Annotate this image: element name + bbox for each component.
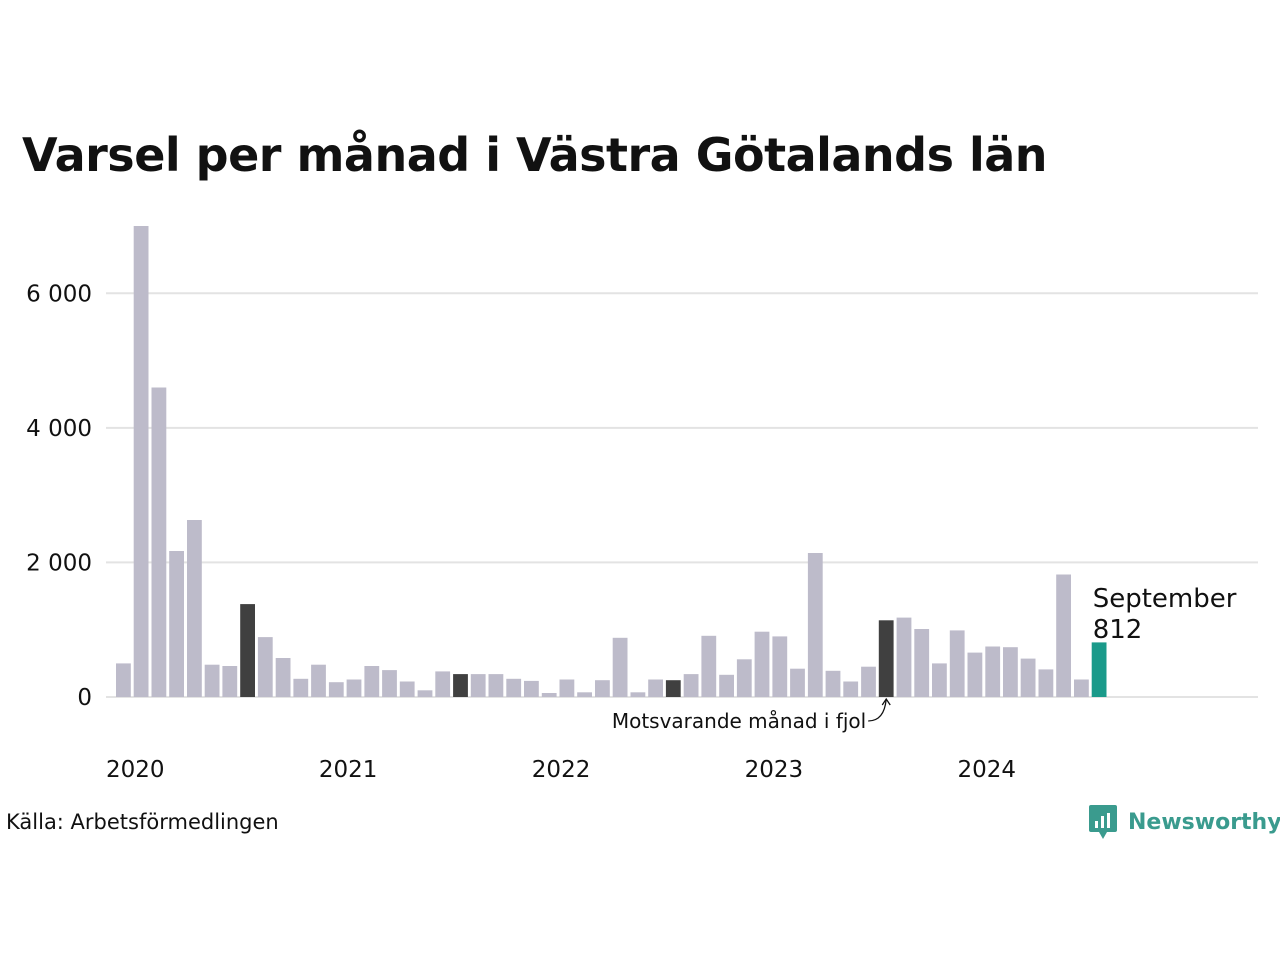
bar: [488, 674, 504, 697]
x-tick-label: 2023: [745, 757, 804, 783]
bar-chart: 0 2 000 4 000 6 000 2020 2021 2022 2023 2024 Mo…: [26, 226, 1258, 783]
bar: [595, 680, 610, 697]
bar: [701, 635, 717, 697]
bar: [133, 226, 149, 697]
bar: [293, 678, 309, 697]
bar: [399, 681, 415, 697]
bar-previous-year: [240, 604, 255, 697]
bar: [648, 679, 663, 697]
bar: [1038, 669, 1054, 697]
current-month-label: September: [1093, 584, 1237, 614]
bar: [932, 663, 947, 697]
bar: [1056, 574, 1071, 697]
x-tick-label: 2024: [958, 757, 1017, 783]
x-axis-ticks: 2020 2021 2022 2023 2024: [106, 757, 1016, 783]
bar: [559, 679, 575, 697]
grid-lines: [106, 292, 1258, 698]
bar-previous-year: [878, 620, 894, 697]
bar: [754, 631, 770, 697]
newsworthy-logo-icon: [1089, 805, 1117, 839]
bar: [311, 664, 326, 697]
bar: [506, 678, 522, 697]
bar: [169, 551, 184, 697]
bar: [222, 666, 238, 697]
y-tick-label: 6 000: [26, 281, 92, 307]
brand-logo: Newsworthy: [1088, 804, 1280, 840]
bar: [861, 666, 876, 697]
bar: [719, 674, 734, 697]
bar: [328, 682, 344, 697]
bar: [204, 664, 220, 697]
bar: [790, 668, 805, 697]
bar: [807, 553, 823, 697]
bar: [364, 666, 380, 697]
bar: [275, 658, 291, 697]
bar: [612, 637, 628, 697]
bar: [346, 679, 362, 697]
current-month-value: 812: [1093, 615, 1143, 645]
bar: [896, 617, 912, 697]
bar: [151, 387, 167, 697]
bar: [736, 659, 752, 697]
bar: [772, 636, 788, 697]
brand-name: Newsworthy: [1128, 809, 1280, 835]
bar: [1074, 679, 1089, 697]
y-tick-label: 2 000: [26, 550, 92, 576]
bar: [825, 670, 841, 697]
bar: [470, 674, 486, 697]
previous-year-annotation: Motsvarande månad i fjol: [612, 709, 866, 733]
annotations: Motsvarande månad i fjol September 812: [612, 584, 1237, 733]
bar: [435, 671, 451, 697]
bar: [985, 646, 1001, 697]
bar: [843, 681, 859, 697]
source-note: Källa: Arbetsförmedlingen: [6, 810, 279, 834]
bar: [187, 520, 202, 697]
bar-previous-year: [665, 680, 681, 697]
previous-year-arrowhead: [881, 697, 891, 706]
bar: [1020, 658, 1036, 697]
chart-title: Varsel per månad i Västra Götalands län: [22, 128, 1048, 182]
bar: [382, 670, 397, 697]
x-tick-label: 2022: [532, 757, 591, 783]
y-tick-label: 0: [77, 685, 92, 711]
bar: [1003, 647, 1018, 697]
bar: [967, 652, 983, 697]
bar: [577, 692, 592, 697]
bar-previous-year: [453, 674, 468, 697]
y-axis-ticks: 0 2 000 4 000 6 000: [26, 281, 92, 711]
y-tick-label: 4 000: [26, 416, 92, 442]
bar: [116, 663, 131, 697]
bar-current-month: [1091, 642, 1107, 697]
bar: [914, 629, 930, 697]
bars: [116, 226, 1107, 697]
bar: [541, 693, 557, 697]
bar: [257, 637, 273, 697]
bar: [949, 630, 965, 697]
x-tick-label: 2021: [319, 757, 378, 783]
bar: [524, 680, 539, 697]
bar: [417, 690, 433, 697]
previous-year-arrow: [868, 698, 887, 722]
bar: [683, 674, 699, 697]
x-tick-label: 2020: [106, 757, 165, 783]
bar: [630, 692, 646, 697]
